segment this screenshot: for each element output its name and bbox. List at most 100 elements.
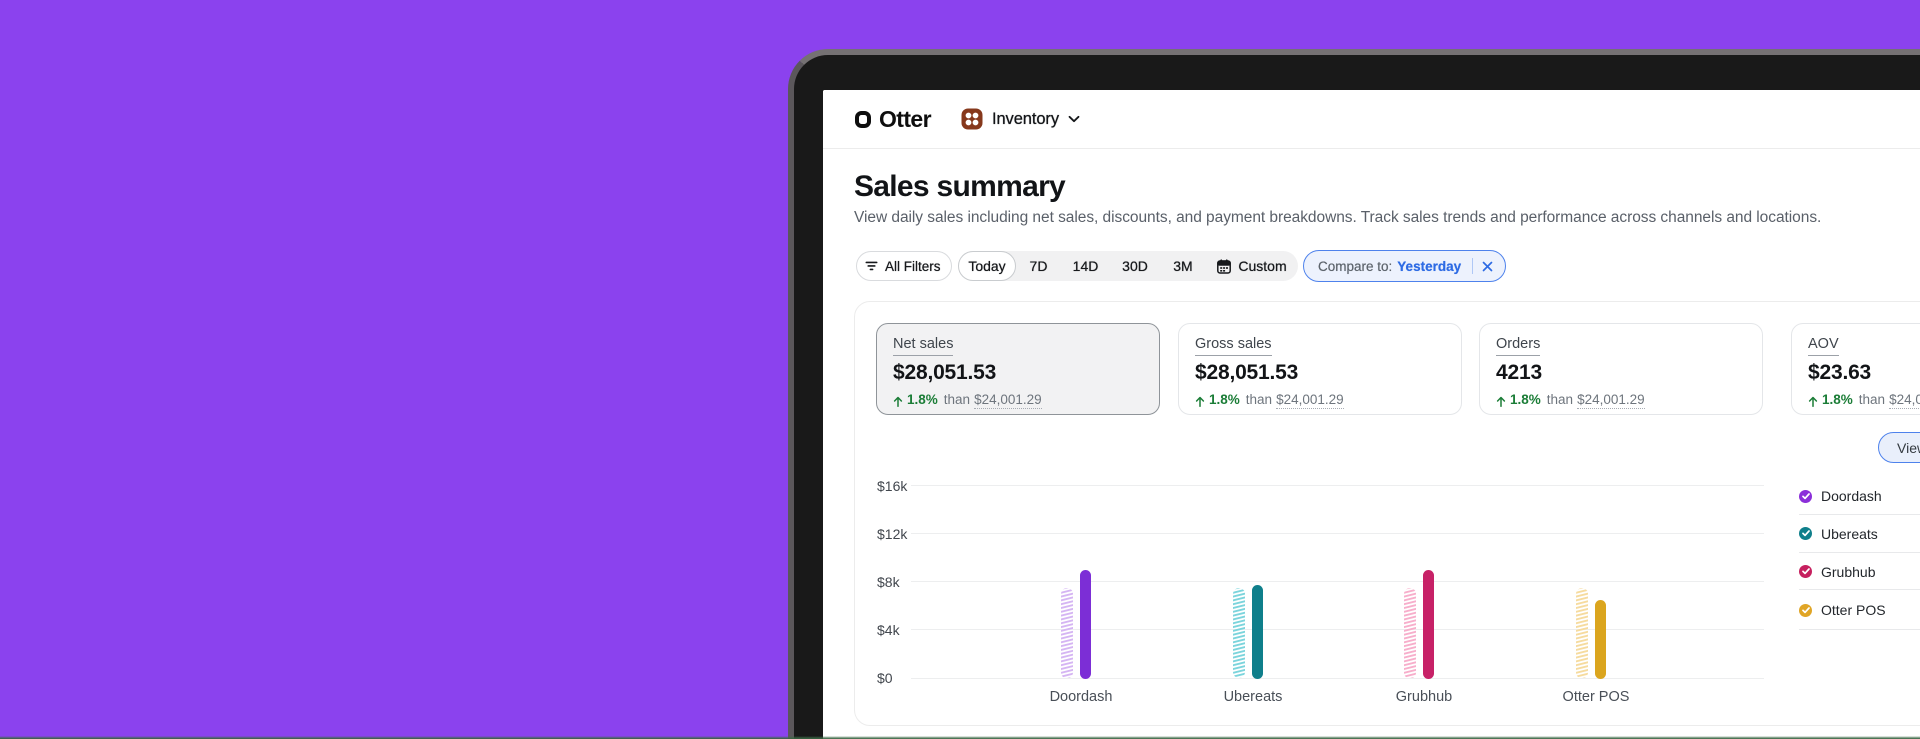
legend-label: Ubereats — [1821, 525, 1878, 542]
kpi-card-orders[interactable]: Orders 4213 1.8% than $24,001.29 — [1479, 323, 1763, 415]
range-7d[interactable]: 7D — [1029, 258, 1048, 274]
sales-summary-card: Net sales $28,051.53 1.8% than $24,001.29 Gro… — [854, 301, 1920, 726]
all-filters-button[interactable]: All Filters — [856, 251, 952, 281]
legend-separator — [1799, 628, 1920, 630]
filter-icon — [865, 261, 878, 271]
compare-divider — [1472, 258, 1474, 274]
range-14d[interactable]: 14D — [1072, 258, 1099, 274]
kpi-delta-percent: 1.8% — [1510, 392, 1541, 407]
kpi-baseline-value: $24,001.29 — [1577, 392, 1645, 409]
legend-separator — [1799, 551, 1920, 553]
otter-logo-icon — [855, 110, 871, 128]
gridline-4k — [911, 629, 1764, 631]
view-button[interactable]: View — [1878, 432, 1920, 463]
kpi-value: $28,051.53 — [1195, 361, 1299, 384]
kpi-card-net-sales[interactable]: Net sales $28,051.53 1.8% than $24,001.29 — [876, 323, 1160, 415]
apps-grid-icon — [961, 108, 983, 130]
bar-current-grubhub[interactable] — [1423, 569, 1434, 679]
page-subtitle: View daily sales including net sales, di… — [854, 209, 1822, 226]
compare-value: Yesterday — [1397, 258, 1462, 274]
kpi-delta: 1.8% than$24,001.29 — [1195, 392, 1445, 409]
range-3m[interactable]: 3M — [1173, 258, 1193, 274]
kpi-value: $23.63 — [1808, 361, 1872, 384]
kpi-label: Gross sales — [1195, 335, 1272, 356]
x-axis-category-label: Doordash — [1049, 689, 1113, 705]
range-30d[interactable]: 30D — [1122, 258, 1148, 274]
legend-item-grubhub[interactable]: Grubhub — [1799, 564, 1875, 580]
legend-item-ubereats[interactable]: Ubereats — [1799, 526, 1878, 542]
kpi-delta: 1.8% than$24,001.29 — [1496, 392, 1746, 409]
y-axis-tick-label: $12k — [877, 525, 908, 542]
gridline-0 — [911, 677, 1764, 679]
legend-label: Doordash — [1821, 488, 1882, 504]
bar-current-otter-pos[interactable] — [1595, 600, 1606, 679]
kpi-delta: 1.8% than$24,001.29 — [1808, 392, 1920, 409]
kpi-delta-percent: 1.8% — [907, 392, 938, 407]
arrow-up-icon — [1496, 396, 1506, 407]
kpi-delta-percent: 1.8% — [1822, 392, 1853, 407]
kpi-card-gross-sales[interactable]: Gross sales $28,051.53 1.8% than $24,001.29 — [1178, 323, 1462, 415]
kpi-value: $28,051.53 — [893, 361, 997, 384]
x-axis-category-label: Ubereats — [1223, 689, 1283, 705]
kpi-delta-percent: 1.8% — [1209, 392, 1240, 407]
app-name: Inventory — [992, 109, 1059, 128]
kpi-value: 4213 — [1496, 361, 1542, 384]
x-axis-category-label: Grubhub — [1395, 689, 1453, 705]
legend-item-doordash[interactable]: Doordash — [1799, 488, 1882, 504]
bar-previous-grubhub[interactable] — [1404, 587, 1416, 679]
bar-current-doordash[interactable] — [1080, 570, 1091, 679]
app-switcher[interactable]: Inventory — [961, 90, 1080, 148]
gridline-8k — [911, 581, 1764, 583]
x-axis-category-label: Otter POS — [1562, 689, 1630, 705]
all-filters-label: All Filters — [885, 258, 941, 274]
legend-separator — [1799, 514, 1920, 515]
compare-prefix: Compare to: — [1318, 258, 1393, 274]
kpi-baseline-value: $24,001.29 — [974, 392, 1042, 409]
check-circle-icon — [1799, 603, 1812, 617]
bar-current-ubereats[interactable] — [1252, 585, 1263, 679]
close-icon[interactable] — [1482, 261, 1493, 272]
y-axis-tick-label: $0 — [877, 670, 893, 686]
view-button-label: View — [1897, 439, 1920, 456]
bar-previous-otter-pos[interactable] — [1576, 588, 1588, 679]
legend-separator — [1799, 589, 1920, 590]
page-title: Sales summary — [854, 170, 1066, 203]
kpi-delta: 1.8% than$24,001.29 — [893, 392, 1143, 409]
arrow-up-icon — [1195, 396, 1205, 407]
check-circle-icon — [1799, 527, 1812, 540]
custom-range-label: Custom — [1238, 258, 1287, 274]
check-circle-icon — [1799, 489, 1812, 503]
gridline-12k — [911, 533, 1764, 535]
arrow-up-icon — [893, 396, 903, 407]
arrow-up-icon — [1808, 396, 1818, 407]
chevron-down-icon — [1068, 115, 1080, 123]
y-axis-tick-label: $8k — [877, 573, 900, 590]
check-circle-icon — [1799, 565, 1812, 578]
kpi-delta-than: than — [1858, 392, 1886, 407]
gridline-16k — [911, 485, 1764, 487]
otter-wordmark: Otter — [879, 105, 932, 132]
kpi-delta-than: than — [943, 392, 971, 407]
top-bar: Otter Inventory — [823, 90, 1920, 149]
bar-previous-doordash[interactable] — [1061, 588, 1073, 679]
y-axis-tick-label: $4k — [877, 621, 900, 638]
legend-label: Otter POS — [1821, 602, 1886, 618]
calendar-icon — [1217, 258, 1232, 274]
y-axis-tick-label: $16k — [877, 477, 908, 494]
kpi-baseline-value: $24,001.29 — [1889, 392, 1920, 409]
kpi-label: Net sales — [893, 335, 954, 356]
date-range-segmented-control: Today 7D 14D 30D 3M — [958, 251, 1298, 281]
compare-to-chip[interactable]: Compare to: Yesterday — [1303, 250, 1507, 282]
app-screen: Otter Inventory — [823, 90, 1920, 739]
bar-previous-ubereats[interactable] — [1233, 588, 1245, 679]
kpi-card-aov[interactable]: AOV $23.63 1.8% than$24,001.29 — [1791, 323, 1920, 415]
range-custom[interactable]: Custom — [1206, 251, 1298, 281]
kpi-delta-than: than — [1245, 392, 1273, 407]
kpi-label: Orders — [1496, 335, 1541, 356]
legend-label: Grubhub — [1821, 563, 1876, 580]
range-today[interactable]: Today — [958, 251, 1016, 281]
legend-item-otter-pos[interactable]: Otter POS — [1799, 602, 1886, 618]
kpi-delta-than: than — [1546, 392, 1574, 407]
otter-logo: Otter — [855, 90, 932, 148]
